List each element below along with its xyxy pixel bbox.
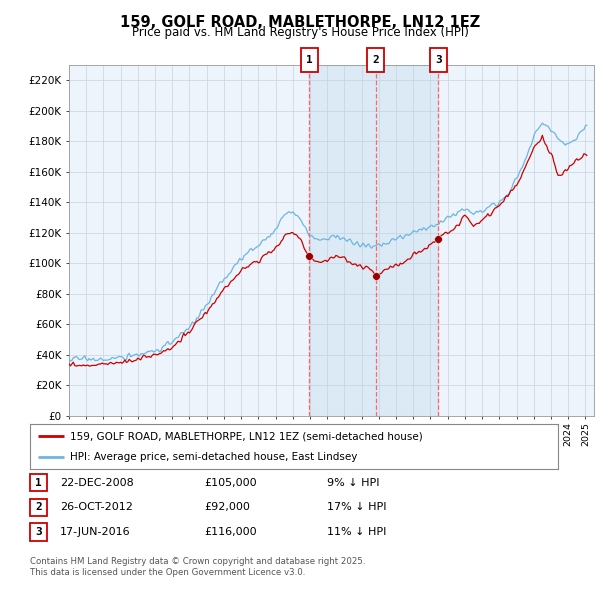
Text: This data is licensed under the Open Government Licence v3.0.: This data is licensed under the Open Gov… [30,568,305,577]
Text: 11% ↓ HPI: 11% ↓ HPI [327,527,386,537]
Text: £116,000: £116,000 [204,527,257,537]
Text: Price paid vs. HM Land Registry's House Price Index (HPI): Price paid vs. HM Land Registry's House … [131,26,469,39]
Text: Contains HM Land Registry data © Crown copyright and database right 2025.: Contains HM Land Registry data © Crown c… [30,558,365,566]
Text: 159, GOLF ROAD, MABLETHORPE, LN12 1EZ: 159, GOLF ROAD, MABLETHORPE, LN12 1EZ [120,15,480,30]
Text: 26-OCT-2012: 26-OCT-2012 [60,503,133,512]
Text: 17-JUN-2016: 17-JUN-2016 [60,527,131,537]
Text: HPI: Average price, semi-detached house, East Lindsey: HPI: Average price, semi-detached house,… [70,452,357,462]
Bar [309,65,439,416]
Text: 9% ↓ HPI: 9% ↓ HPI [327,478,380,487]
Text: 3: 3 [35,527,42,537]
Text: £105,000: £105,000 [204,478,257,487]
Text: 22-DEC-2008: 22-DEC-2008 [60,478,134,487]
Text: 159, GOLF ROAD, MABLETHORPE, LN12 1EZ (semi-detached house): 159, GOLF ROAD, MABLETHORPE, LN12 1EZ (s… [70,431,422,441]
Text: 17% ↓ HPI: 17% ↓ HPI [327,503,386,512]
Text: 1: 1 [306,55,313,65]
Text: £92,000: £92,000 [204,503,250,512]
Text: 3: 3 [435,55,442,65]
Text: 2: 2 [372,55,379,65]
Text: 2: 2 [35,503,42,512]
Text: 1: 1 [35,478,42,487]
